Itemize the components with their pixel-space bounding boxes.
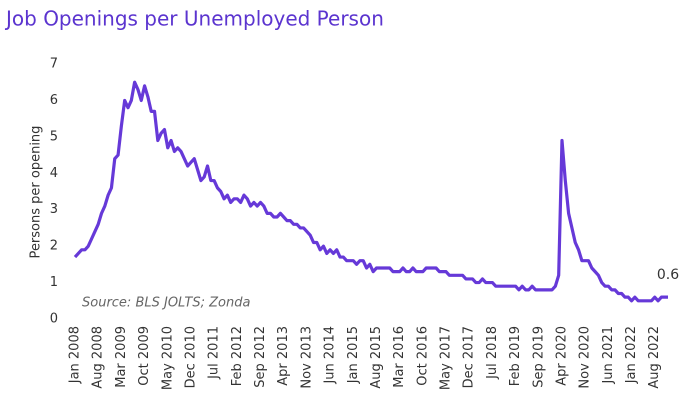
x-tick-label: Aug 2008 — [91, 326, 106, 389]
y-axis-label: Persons per opening — [29, 126, 44, 259]
y-tick-label: 5 — [50, 129, 58, 144]
x-tick-label: Jul 2011 — [207, 326, 222, 380]
x-tick-label: Jul 2018 — [485, 326, 500, 380]
x-tick-label: Sep 2019 — [531, 326, 546, 388]
x-tick-label: Jan 2008 — [68, 326, 83, 384]
chart-title: Job Openings per Unemployed Person — [4, 7, 384, 31]
data-line — [73, 80, 668, 303]
y-tick-label: 3 — [50, 202, 58, 217]
x-tick-label: Nov 2013 — [299, 326, 314, 389]
y-tick-label: 1 — [50, 275, 58, 290]
y-tick-label: 0 — [50, 312, 58, 327]
x-tick-label: Jan 2022 — [624, 326, 639, 384]
x-tick-label: Sep 2012 — [253, 326, 268, 388]
y-tick-label: 4 — [50, 166, 58, 181]
y-tick-label: 7 — [50, 57, 58, 72]
x-tick-label: Jun 2021 — [601, 326, 616, 385]
x-tick-label: Feb 2019 — [508, 326, 523, 386]
x-tick-label: May 2010 — [160, 326, 175, 390]
source-note: Source: BLS JOLTS; Zonda — [82, 296, 250, 311]
y-tick-label: 6 — [50, 93, 58, 108]
x-tick-label: Dec 2010 — [183, 326, 198, 388]
y-tick-label: 2 — [50, 239, 58, 254]
x-tick-label: Nov 2020 — [578, 326, 593, 389]
x-tick-label: Jan 2015 — [346, 326, 361, 384]
x-tick-label: Aug 2015 — [369, 326, 384, 389]
x-tick-label: May 2017 — [439, 326, 454, 390]
x-tick-label: Dec 2017 — [462, 326, 477, 388]
x-tick-label: Oct 2009 — [137, 326, 152, 386]
x-tick-label: Oct 2016 — [415, 326, 430, 386]
x-tick-label: Mar 2009 — [114, 326, 129, 388]
x-tick-label: Apr 2013 — [276, 326, 291, 386]
x-tick-label: Feb 2012 — [230, 326, 245, 386]
x-tick-label: Mar 2016 — [392, 326, 407, 388]
x-tick-label: Jun 2014 — [323, 326, 338, 385]
x-tick-label: Aug 2022 — [647, 326, 662, 389]
x-tick-label: Apr 2020 — [554, 326, 569, 386]
end-value-label: 0.6 — [657, 267, 679, 283]
